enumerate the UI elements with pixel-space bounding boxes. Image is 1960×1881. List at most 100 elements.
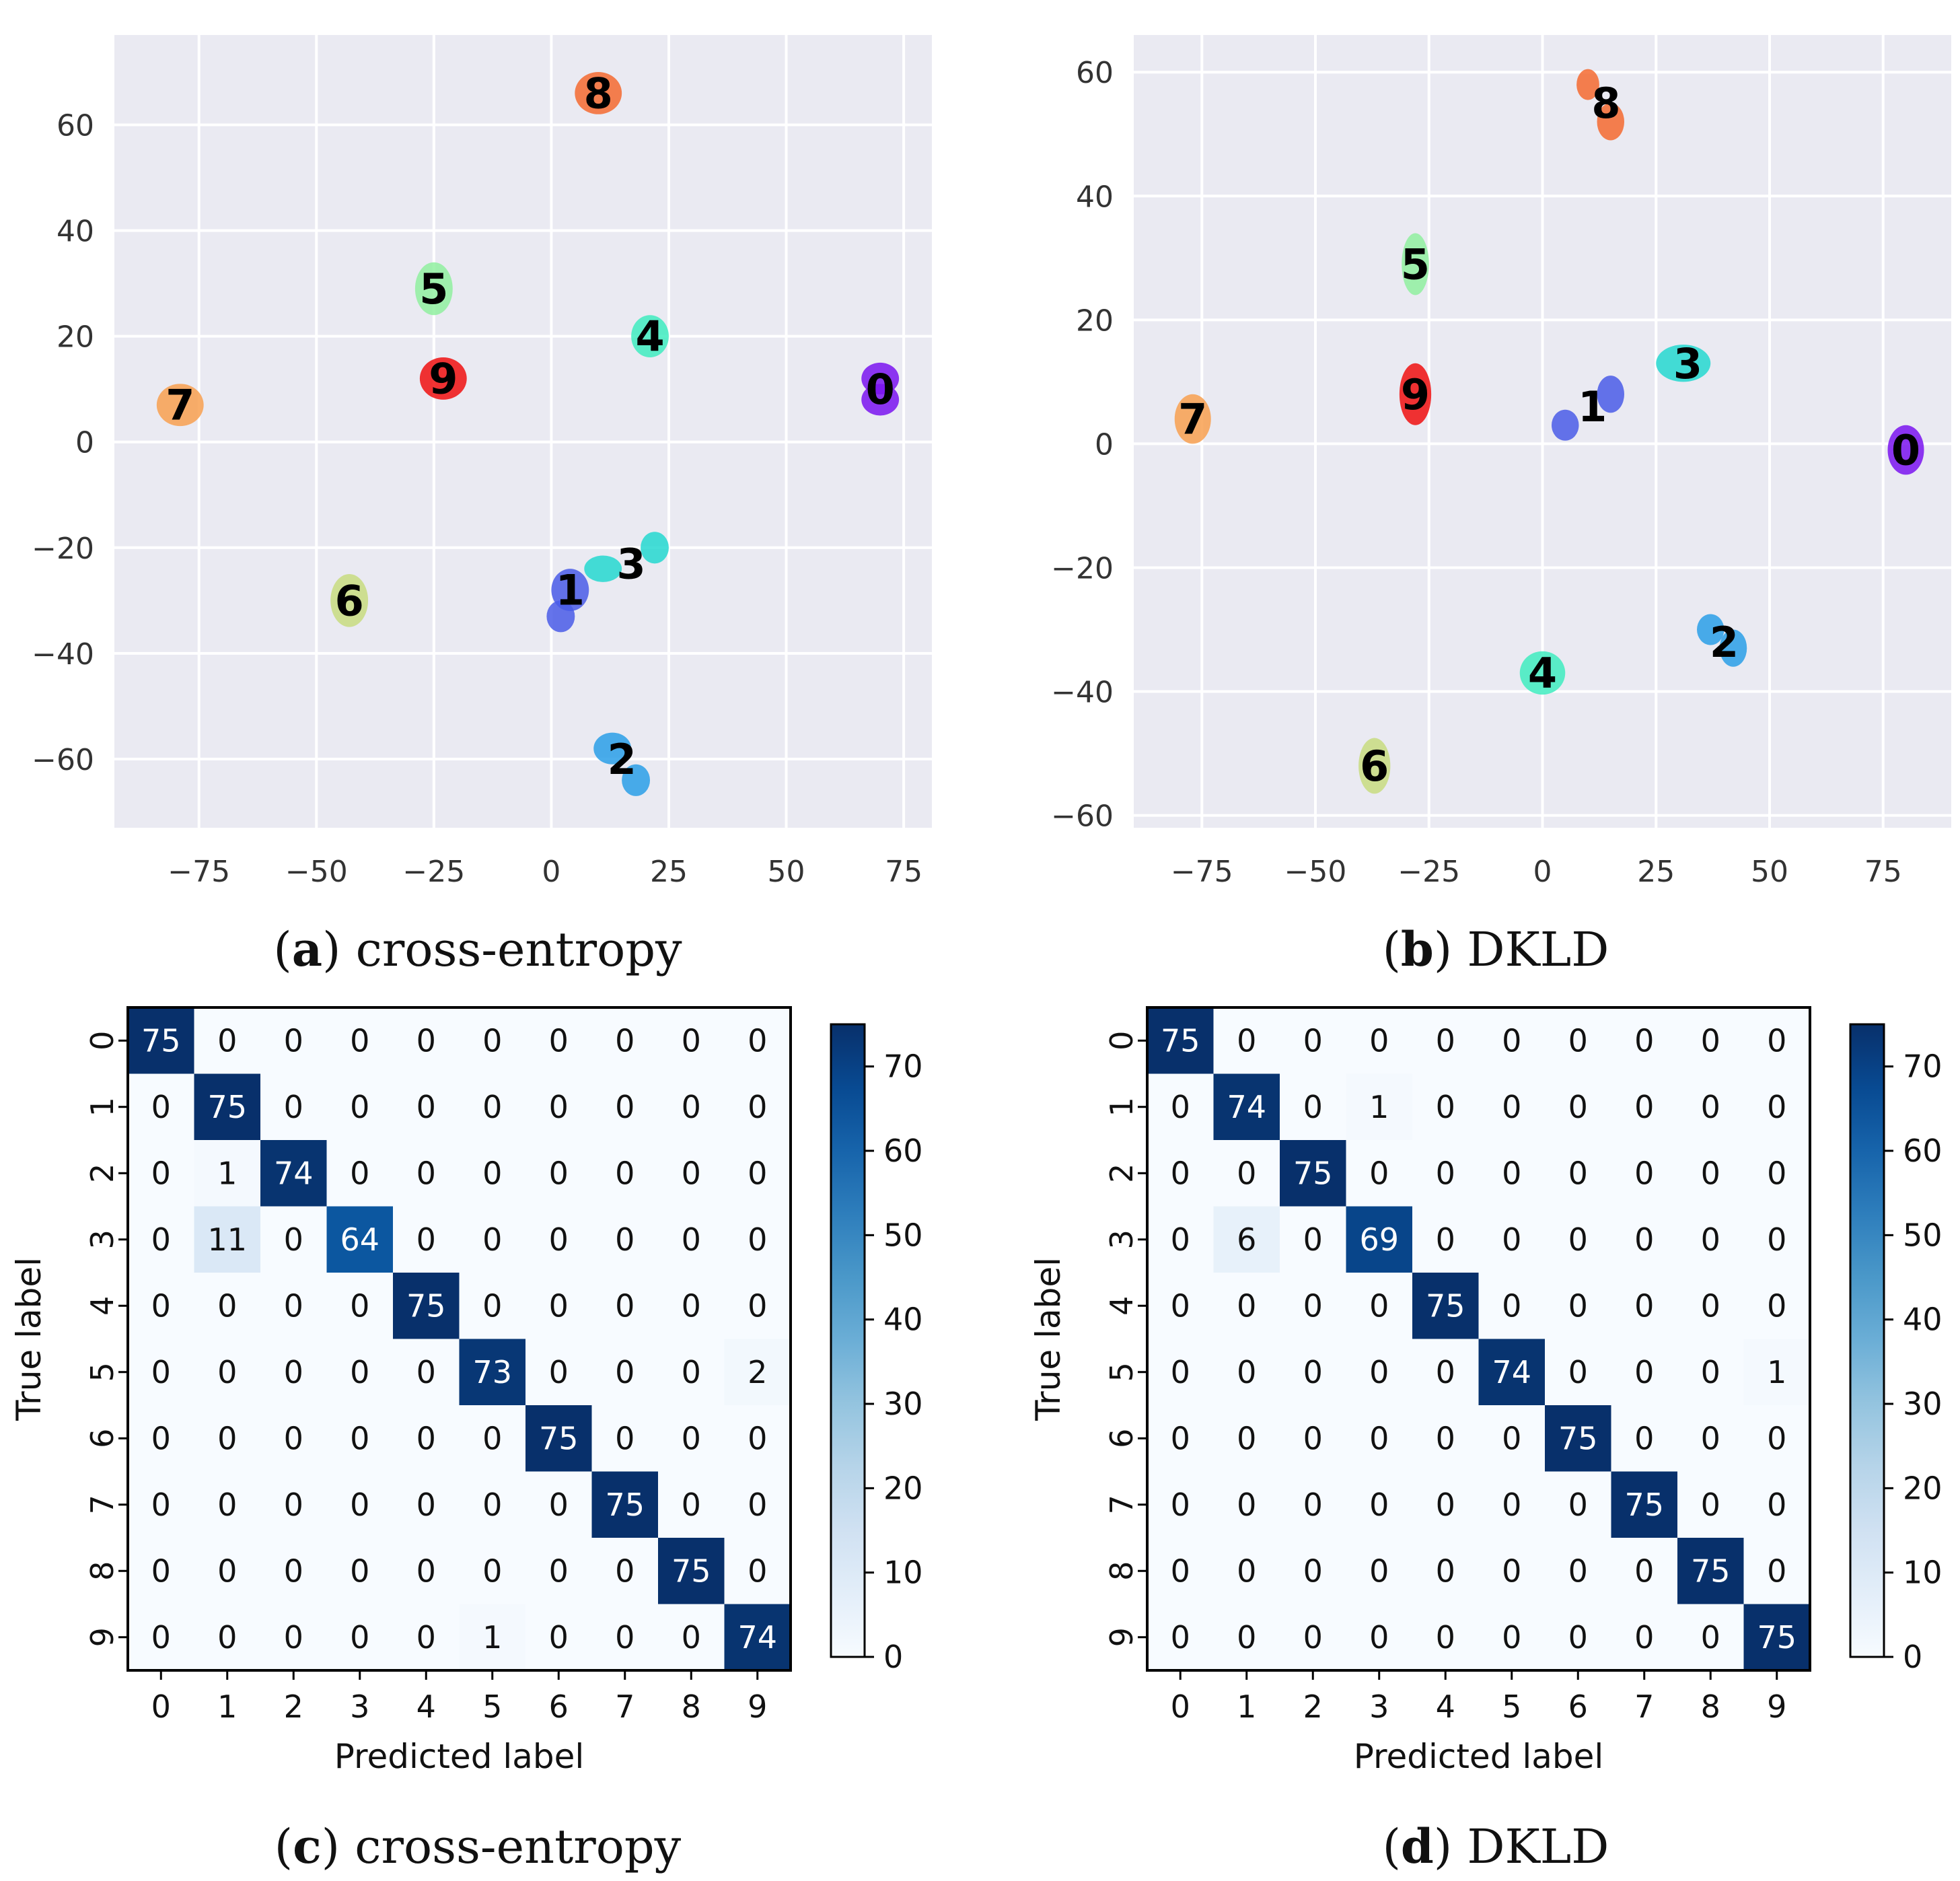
cell-value: 0 xyxy=(416,1221,436,1258)
cell-value: 0 xyxy=(217,1487,237,1523)
cluster-3 xyxy=(1656,345,1711,382)
matrix-cell xyxy=(1213,1538,1280,1604)
cluster-label: 9 xyxy=(429,354,458,403)
cell-value: 0 xyxy=(1634,1089,1654,1125)
cell-value: 0 xyxy=(1303,1022,1323,1059)
matrix-cell xyxy=(260,1073,327,1141)
y-tick-label: 8 xyxy=(84,1561,120,1581)
matrix-cell xyxy=(1478,1405,1546,1472)
matrix-cell xyxy=(724,1471,791,1538)
matrix-cell xyxy=(1280,1538,1346,1604)
matrix-cell xyxy=(724,1073,791,1141)
x-tick-label: 0 xyxy=(1171,1689,1190,1725)
matrix-frame xyxy=(1146,1006,1811,1672)
cell-value: 74 xyxy=(274,1155,314,1191)
cluster-points xyxy=(1576,69,1599,100)
x-tick-label: 0 xyxy=(542,855,560,889)
cell-value: 0 xyxy=(217,1420,237,1456)
cluster-label: 0 xyxy=(866,365,895,414)
cell-value: 0 xyxy=(482,1155,502,1191)
cluster-points xyxy=(631,315,669,358)
cluster-3 xyxy=(584,532,669,582)
matrix-cell xyxy=(591,1471,659,1538)
y-tick-label: −20 xyxy=(1051,551,1114,585)
matrix-cell xyxy=(658,1604,725,1671)
cluster-points xyxy=(1399,363,1432,425)
cell-value: 75 xyxy=(1691,1553,1731,1589)
cluster-label: 1 xyxy=(1578,382,1607,431)
matrix-cell xyxy=(525,1273,592,1339)
cell-value: 0 xyxy=(549,1089,569,1125)
cell-value: 74 xyxy=(1492,1354,1531,1390)
y-tick-label: 2 xyxy=(84,1164,120,1183)
caption-d-letter: d xyxy=(1401,1818,1434,1874)
cluster-5 xyxy=(1402,233,1429,295)
matrix-cell xyxy=(326,1538,394,1604)
cell-value: 0 xyxy=(1436,1155,1455,1191)
cell-value: 6 xyxy=(1237,1221,1256,1258)
cell-value: 0 xyxy=(350,1619,369,1656)
matrix-cell xyxy=(1346,1007,1413,1074)
matrix-cell xyxy=(1346,1273,1413,1339)
cell-value: 0 xyxy=(416,1022,436,1059)
cell-value: 0 xyxy=(1436,1487,1455,1523)
caption-d: (d) DKLD xyxy=(1383,1818,1609,1874)
cell-value: 75 xyxy=(672,1553,711,1589)
x-tick-label: −25 xyxy=(1398,855,1460,889)
matrix-cell xyxy=(128,1339,194,1406)
cell-value: 0 xyxy=(748,1420,767,1456)
matrix-cell xyxy=(591,1273,659,1339)
cell-value: 0 xyxy=(1767,1155,1786,1191)
cell-value: 0 xyxy=(1701,1619,1720,1656)
colorbar-tick-label: 0 xyxy=(1903,1639,1922,1675)
matrix-cell xyxy=(1611,1073,1678,1141)
cluster-points xyxy=(419,357,467,400)
cell-value: 73 xyxy=(472,1354,512,1390)
x-tick-label: 2 xyxy=(284,1689,303,1725)
matrix-cell xyxy=(525,1140,592,1207)
matrix-cell xyxy=(591,1339,659,1406)
cell-value: 0 xyxy=(1767,1287,1786,1324)
cell-value: 0 xyxy=(350,1420,369,1456)
matrix-cell xyxy=(1478,1471,1546,1538)
cluster-points xyxy=(1697,614,1725,645)
cell-value: 0 xyxy=(615,1553,634,1589)
matrix-cell xyxy=(1280,1405,1346,1472)
cell-value: 0 xyxy=(682,1287,701,1324)
x-tick-label: 5 xyxy=(1502,1689,1521,1725)
cluster-points xyxy=(1597,103,1624,141)
cell-value: 0 xyxy=(1171,1487,1190,1523)
matrix-cell xyxy=(128,1073,194,1141)
colorbar-tick-label: 20 xyxy=(883,1470,923,1506)
matrix-cell xyxy=(194,1273,261,1339)
matrix-cell xyxy=(1478,1140,1546,1207)
y-tick-label: 20 xyxy=(57,320,94,355)
x-tick-label: 7 xyxy=(1634,1689,1654,1725)
cell-value: 75 xyxy=(141,1022,181,1059)
matrix-cell xyxy=(393,1140,460,1207)
cluster-label: 4 xyxy=(635,312,664,361)
cell-value: 0 xyxy=(748,1221,767,1258)
matrix-cell xyxy=(525,1538,592,1604)
cell-value: 0 xyxy=(151,1487,171,1523)
matrix-cell xyxy=(1743,1604,1811,1671)
cell-value: 0 xyxy=(1634,1022,1654,1059)
colorbar-tick-label: 40 xyxy=(1903,1302,1943,1338)
matrix-cell xyxy=(459,1471,526,1538)
matrix-cell xyxy=(1213,1604,1280,1671)
matrix-cell xyxy=(1743,1206,1811,1273)
matrix-cell xyxy=(459,1007,526,1074)
y-tick-label: 1 xyxy=(84,1097,120,1116)
x-tick-label: 8 xyxy=(682,1689,701,1725)
x-tick-label: 50 xyxy=(768,855,805,889)
cell-value: 0 xyxy=(217,1553,237,1589)
cell-value: 0 xyxy=(1237,1354,1256,1390)
cell-value: 0 xyxy=(1303,1553,1323,1589)
matrix-cell xyxy=(459,1273,526,1339)
cell-value: 0 xyxy=(682,1155,701,1191)
matrix-cell xyxy=(260,1007,327,1074)
cluster-5 xyxy=(414,262,453,316)
matrix-cell xyxy=(1346,1140,1413,1207)
cluster-points xyxy=(641,532,669,564)
cell-value: 0 xyxy=(1568,1221,1588,1258)
